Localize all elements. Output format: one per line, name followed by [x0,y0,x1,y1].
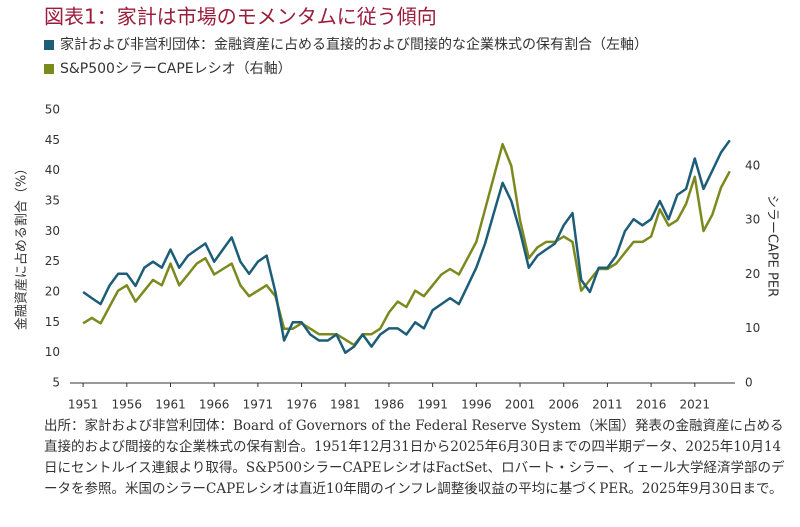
y-tick-label: 30 [45,224,60,238]
x-tick-label: 1986 [374,398,405,412]
y-tick-label: 50 [45,103,60,117]
y2-axis-label: シラーCAPE PER [765,195,780,297]
y2-tick-label: 20 [745,267,760,281]
y-tick-label: 5 [52,376,60,390]
legend-label: 家計および非営利団体：金融資産に占める直接的および間接的な企業株式の保有割合（左… [60,36,648,53]
x-tick-label: 1981 [330,398,361,412]
x-tick-label: 1956 [112,398,143,412]
chart: 図表1：家計は市場のモメンタムに従う傾向 金融資産に占める割合（%） シラーCA… [14,5,780,412]
y-tick-label: 35 [45,194,60,208]
y2-tick-label: 10 [745,321,760,335]
y-axis-label: 金融資産に占める割合（%） [14,162,30,330]
y2-tick-label: 0 [745,376,753,390]
y-tick-label: 15 [45,315,60,329]
legend-swatch [44,64,54,74]
x-tick-label: 1961 [155,398,186,412]
source-note: 出所：家計および非営利団体：Board of Governors of the … [44,418,785,497]
y-tick-label: 45 [45,133,60,147]
x-tick-label: 2006 [548,398,579,412]
x-tick-label: 2016 [636,398,667,412]
legend-swatch [44,40,54,50]
x-tick-label: 1951 [68,398,99,412]
x-tick-label: 1991 [417,398,448,412]
x-tick-label: 2001 [505,398,536,412]
y2-tick-label: 40 [745,158,760,172]
x-tick-label: 1971 [243,398,274,412]
legend-label: S&P500シラーCAPEレシオ（右軸） [60,61,292,77]
y-tick-label: 20 [45,285,60,299]
y2-tick-label: 30 [745,213,760,227]
x-tick-label: 2011 [592,398,623,412]
series-line [82,139,731,354]
y-tick-label: 10 [45,345,60,359]
x-tick-label: 1966 [199,398,230,412]
x-tick-label: 2021 [680,398,711,412]
y-tick-label: 25 [45,254,60,268]
x-tick-label: 1996 [461,398,492,412]
chart-title: 図表1：家計は市場のモメンタムに従う傾向 [44,5,437,29]
series-line [82,142,731,347]
y-tick-label: 40 [45,163,60,177]
x-tick-label: 1976 [286,398,317,412]
